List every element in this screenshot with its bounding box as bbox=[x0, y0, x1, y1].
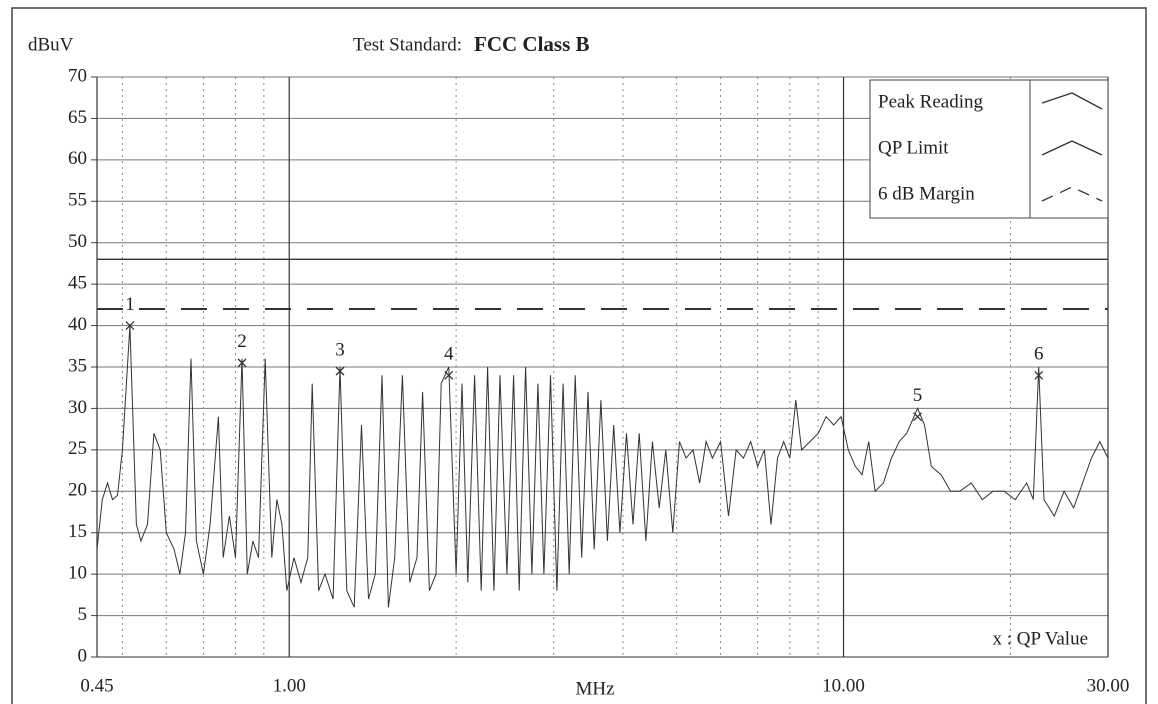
qp-marker bbox=[444, 370, 454, 380]
legend-swatch bbox=[1041, 140, 1103, 156]
x-tick-label: 0.45 bbox=[80, 675, 113, 696]
qp-marker bbox=[335, 366, 345, 376]
legend-swatch bbox=[1041, 186, 1103, 202]
legend-box bbox=[869, 79, 1109, 219]
y-tick-label: 5 bbox=[78, 604, 88, 625]
qp-marker bbox=[237, 358, 247, 368]
chart-subtitle: FCC Class B bbox=[474, 32, 590, 56]
x-tick-label: 30.00 bbox=[1087, 675, 1130, 696]
y-tick-label: 45 bbox=[68, 273, 87, 294]
chart-title: Test Standard: bbox=[353, 34, 462, 55]
frame bbox=[11, 7, 1147, 704]
y-tick-label: 25 bbox=[68, 438, 87, 459]
marker-label: 4 bbox=[444, 344, 454, 365]
y-axis-label: dBuV bbox=[28, 34, 74, 55]
marker-label: 6 bbox=[1034, 344, 1044, 365]
y-tick-label: 35 bbox=[68, 355, 87, 376]
y-tick-label: 55 bbox=[68, 190, 87, 211]
marker-label: 3 bbox=[335, 340, 345, 361]
legend-swatch bbox=[1041, 92, 1103, 110]
x-tick-label: 1.00 bbox=[273, 675, 306, 696]
qp-marker bbox=[1034, 370, 1044, 380]
marker-label: 1 bbox=[125, 294, 135, 315]
y-tick-label: 20 bbox=[68, 480, 87, 501]
qp-note: x : QP Value bbox=[992, 628, 1088, 649]
y-tick-label: 10 bbox=[68, 563, 87, 584]
y-tick-label: 65 bbox=[68, 107, 87, 128]
y-tick-label: 50 bbox=[68, 231, 87, 252]
y-tick-label: 60 bbox=[68, 148, 87, 169]
qp-marker bbox=[913, 412, 923, 422]
legend-label: 6 dB Margin bbox=[878, 183, 975, 204]
x-axis-label: MHz bbox=[575, 678, 614, 699]
y-tick-label: 30 bbox=[68, 397, 87, 418]
x-tick-label: 10.00 bbox=[822, 675, 865, 696]
y-tick-label: 40 bbox=[68, 314, 87, 335]
y-tick-label: 0 bbox=[78, 645, 88, 666]
marker-label: 5 bbox=[913, 385, 923, 406]
legend-label: Peak Reading bbox=[878, 91, 984, 112]
series-line bbox=[96, 325, 1109, 608]
marker-label: 2 bbox=[237, 331, 247, 352]
qp-marker bbox=[125, 321, 135, 331]
y-tick-label: 70 bbox=[68, 65, 87, 86]
y-tick-label: 15 bbox=[68, 521, 87, 542]
legend-label: QP Limit bbox=[878, 137, 949, 158]
